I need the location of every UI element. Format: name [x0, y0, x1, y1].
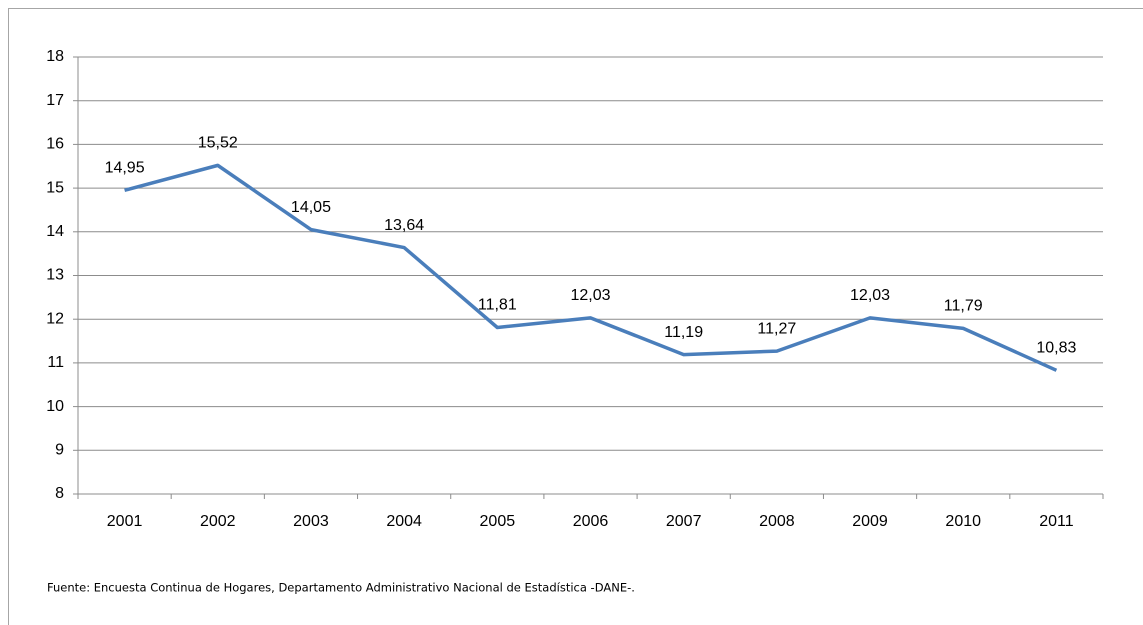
data-label: 12,03: [850, 287, 890, 304]
y-tick-label: 18: [46, 48, 64, 65]
x-tick-label: 2008: [759, 513, 795, 530]
x-tick-label: 2002: [200, 513, 236, 530]
x-tick-label: 2010: [945, 513, 981, 530]
y-tick-label: 15: [46, 179, 64, 196]
y-tick-label: 16: [46, 136, 64, 153]
data-line: [124, 163, 1058, 372]
data-label: 13,64: [384, 217, 424, 234]
x-tick-label: 2011: [1039, 513, 1074, 530]
data-label: 15,52: [198, 135, 238, 152]
data-label: 14,95: [105, 160, 145, 177]
data-label: 12,03: [570, 287, 610, 304]
x-tick-label: 2007: [666, 513, 702, 530]
y-tick-label: 11: [47, 354, 64, 371]
y-tick-label: 8: [55, 485, 64, 502]
data-label: 14,05: [291, 199, 331, 216]
source-note: Fuente: Encuesta Continua de Hogares, De…: [47, 581, 635, 595]
data-label: 11,79: [944, 298, 983, 315]
data-label: 11,27: [757, 320, 796, 337]
x-tick-label: 2004: [386, 513, 422, 530]
y-tick-label: 13: [46, 267, 64, 284]
chart-frame: [8, 8, 1143, 625]
x-tick-label: 2009: [852, 513, 888, 530]
y-tick-label: 9: [55, 442, 64, 459]
x-tick-label: 2005: [480, 513, 516, 530]
y-tick-label: 17: [46, 92, 64, 109]
x-tick-label: 2003: [293, 513, 329, 530]
y-tick-label: 10: [46, 398, 64, 415]
x-tick-label: 2001: [107, 513, 143, 530]
y-tick-label: 12: [46, 310, 64, 327]
data-label: 11,19: [664, 324, 703, 341]
y-tick-label: 14: [46, 223, 64, 240]
x-tick-label: 2006: [573, 513, 609, 530]
data-label: 11,81: [478, 297, 517, 314]
data-label: 10,83: [1036, 340, 1076, 357]
